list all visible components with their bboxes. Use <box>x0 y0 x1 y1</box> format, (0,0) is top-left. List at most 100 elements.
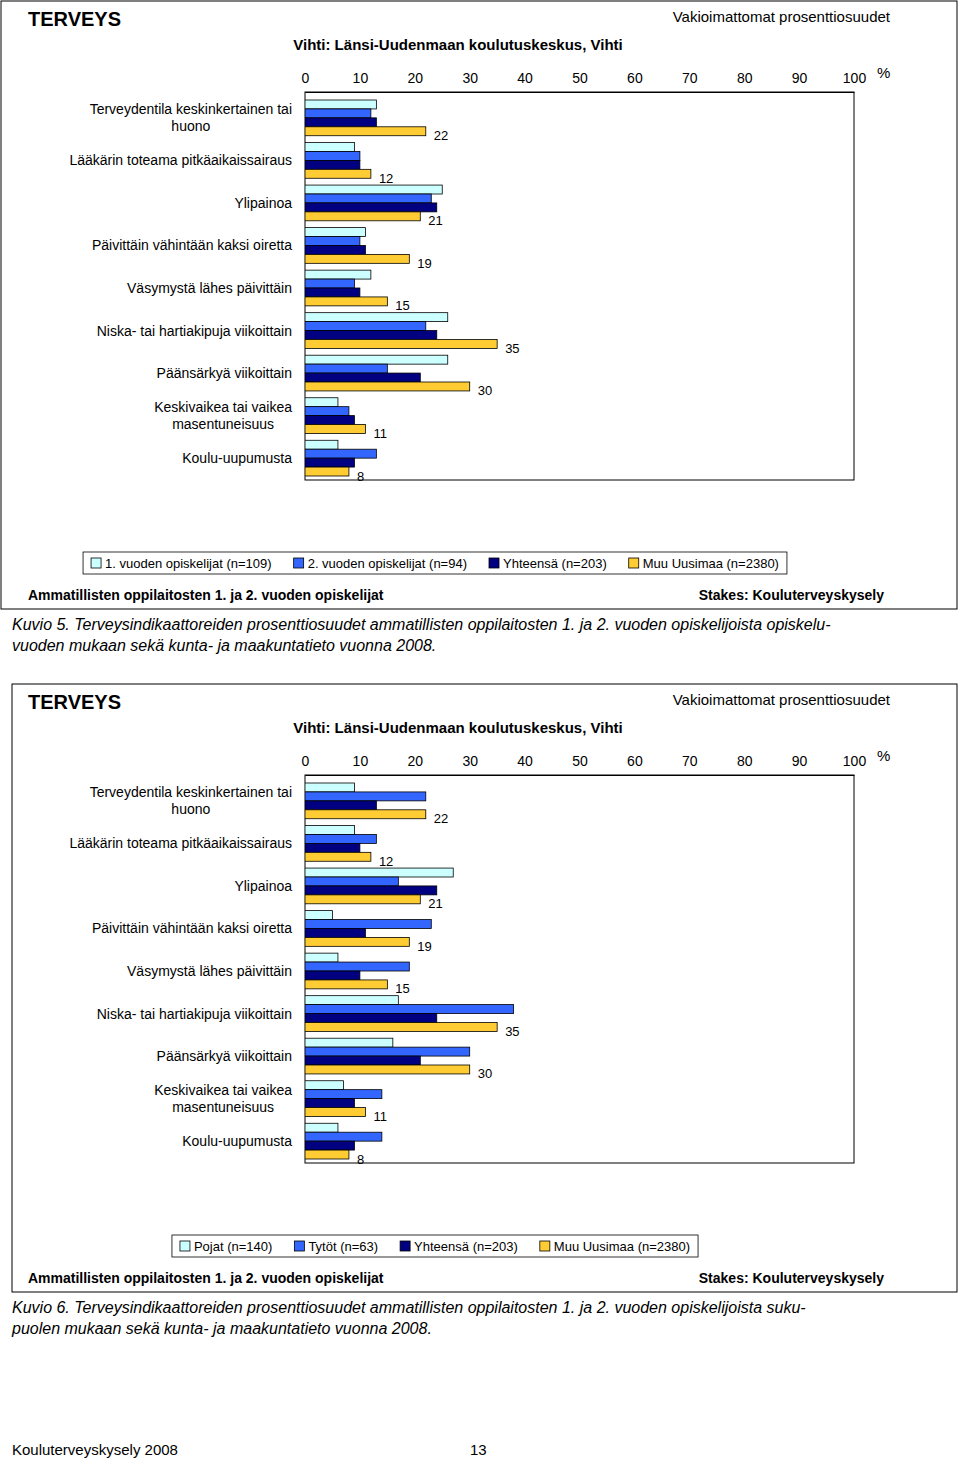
x-tick: 90 <box>792 70 808 92</box>
bar <box>305 109 371 118</box>
bar <box>305 373 420 382</box>
bar <box>305 288 360 297</box>
x-tick: 60 <box>627 70 643 92</box>
legend-swatch <box>540 1241 550 1251</box>
bar <box>305 886 437 895</box>
legend-label: Muu Uusimaa (n=2380) <box>643 556 779 571</box>
category-label: Väsymystä lähes päivittäin <box>127 280 292 296</box>
caption: vuoden mukaan sekä kunta- ja maakuntatie… <box>12 637 436 654</box>
bar <box>305 237 360 246</box>
data-label: 12 <box>379 171 393 186</box>
data-label: 19 <box>417 939 431 954</box>
chart-panel: TERVEYSVihti: Länsi-Uudenmaan koulutuske… <box>11 684 957 1337</box>
tick-label: 70 <box>682 753 698 769</box>
legend-swatch <box>294 558 304 568</box>
legend-box <box>83 552 787 574</box>
bar <box>305 937 409 946</box>
plot-frame <box>305 775 854 1163</box>
bar <box>305 1065 470 1074</box>
legend-item: Pojat (n=140) <box>180 1239 272 1254</box>
chart-note: Vakioimattomat prosenttiosuudet <box>673 691 891 708</box>
bar <box>305 194 431 203</box>
bar <box>305 843 360 852</box>
tick-label: 40 <box>517 753 533 769</box>
x-tick: 50 <box>572 70 588 92</box>
tick-label: 60 <box>627 753 643 769</box>
page-canvas: TERVEYS Vihti: Länsi-Uudenmaan koulutuske… <box>0 0 960 1460</box>
bar <box>305 458 354 467</box>
x-tick: 20 <box>408 70 424 92</box>
data-label: 15 <box>395 298 409 313</box>
legend-item: Yhteensä (n=203) <box>489 556 607 571</box>
page-footer: Kouluterveyskysely 2008 <box>12 1441 178 1458</box>
bar <box>305 245 365 254</box>
legend-label: 2. vuoden opiskelijat (n=94) <box>308 556 467 571</box>
bar <box>305 355 448 364</box>
bar <box>305 801 376 810</box>
axis-line <box>306 92 855 93</box>
bar <box>305 151 360 160</box>
legend-box <box>172 1235 698 1257</box>
legend-label: 1. vuoden opiskelijat (n=109) <box>105 556 272 571</box>
x-tick: 70 <box>682 753 698 775</box>
category-label: Päivittäin vähintään kaksi oiretta <box>92 237 292 253</box>
data-label: 35 <box>505 1024 519 1039</box>
category-label: Terveydentila keskinkertainen taihuono <box>90 784 292 817</box>
bar <box>305 920 431 929</box>
bar <box>305 169 371 178</box>
bar <box>305 313 448 322</box>
caption: Kuvio 5. Terveysindikaattoreiden prosent… <box>12 616 831 633</box>
bar <box>305 382 470 391</box>
category-label: Päivittäin vähintään kaksi oiretta <box>92 920 292 936</box>
chart-subtitle: Vihti: Länsi-Uudenmaan koulutuskeskus, V… <box>293 36 623 53</box>
x-tick: 90 <box>792 753 808 775</box>
bar <box>305 322 426 331</box>
data-label: 12 <box>379 854 393 869</box>
x-tick: 100 <box>843 70 867 92</box>
data-label: 30 <box>478 1066 492 1081</box>
bar <box>305 398 338 407</box>
x-tick: 0 <box>302 70 310 92</box>
bar <box>305 440 338 449</box>
category-label: Koulu-uupumusta <box>182 450 292 466</box>
bar <box>305 228 365 237</box>
legend-swatch <box>91 558 101 568</box>
bar <box>305 852 371 861</box>
data-label: 35 <box>505 341 519 356</box>
legend-swatch <box>294 1241 304 1251</box>
tick-label: 20 <box>408 70 424 86</box>
bar <box>305 118 376 127</box>
category-label: Niska- tai hartiakipuja viikoittain <box>97 323 292 339</box>
legend-label: Yhteensä (n=203) <box>414 1239 518 1254</box>
x-tick: 100 <box>843 753 867 775</box>
bar <box>305 996 398 1005</box>
bars <box>305 783 514 1159</box>
tick-label: 10 <box>353 753 369 769</box>
bar <box>305 877 398 886</box>
caption: Kuvio 6. Terveysindikaattoreiden prosent… <box>12 1299 806 1316</box>
bar <box>305 953 338 962</box>
x-tick: 10 <box>353 753 369 775</box>
x-tick: 0 <box>302 753 310 775</box>
bar <box>305 212 420 221</box>
bar <box>305 1038 393 1047</box>
category-label: Väsymystä lähes päivittäin <box>127 963 292 979</box>
bar <box>305 971 360 980</box>
source: Stakes: Kouluterveyskysely <box>699 1270 884 1286</box>
data-label: 8 <box>357 1152 364 1167</box>
data-label: 15 <box>395 981 409 996</box>
chart-title: TERVEYS <box>28 691 121 713</box>
data-label: 22 <box>434 811 448 826</box>
bar <box>305 1123 338 1132</box>
tick-label: 40 <box>517 70 533 86</box>
bar <box>305 783 354 792</box>
data-label: 30 <box>478 383 492 398</box>
x-axis: 0102030405060708090100 <box>302 70 867 93</box>
category-label: Keskivaikea tai vaikeamasentuneisuus <box>154 399 292 432</box>
bar <box>305 100 376 109</box>
footnote: Ammatillisten oppilaitosten 1. ja 2. vuo… <box>28 1270 384 1286</box>
bar <box>305 1014 437 1023</box>
axis-line <box>306 775 855 776</box>
legend-swatch <box>629 558 639 568</box>
footnote: Ammatillisten oppilaitosten 1. ja 2. vuo… <box>28 587 384 603</box>
